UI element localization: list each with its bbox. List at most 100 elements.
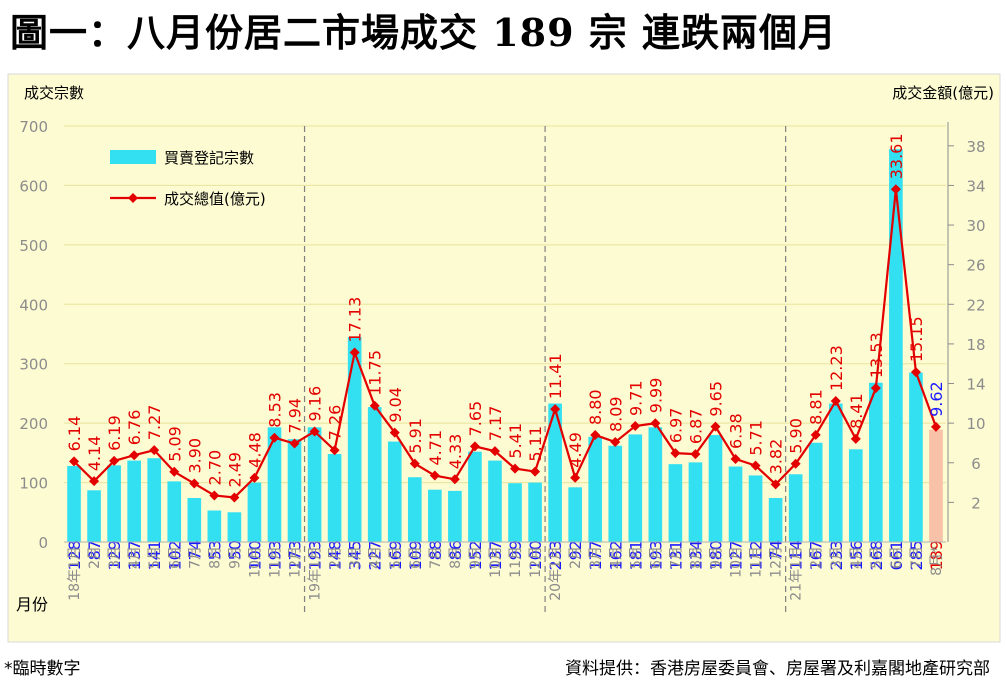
bar [668,464,683,542]
x-tick-label: 11月 [749,546,765,578]
bar-value-label: 181 [626,540,645,571]
line-value-label: 6.38 [727,413,746,449]
x-tick-label: 5月 [388,546,404,569]
line-point [109,455,120,466]
x-tick-label: 11月 [508,546,524,578]
bar-value-label: 50 [225,540,244,560]
bar-value-label: 193 [646,540,665,571]
line-point [610,437,621,448]
line-point [810,429,821,440]
bar [568,487,582,542]
bar [588,436,603,542]
line-point [89,476,100,487]
bar-value-label: 99 [506,540,525,560]
left-tick-label: 100 [19,475,48,493]
bar-value-label: 345 [346,540,365,571]
line-value-label: 33.61 [887,133,906,179]
line-value-label: 7.65 [466,401,485,437]
line-value-label: 5.41 [506,423,525,459]
line-value-label: 3.90 [185,438,204,474]
bar-value-label: 102 [165,540,184,571]
bar [748,475,763,542]
bar [247,482,262,542]
x-tick-label: 9月 [227,546,243,569]
line-point [690,449,701,460]
line-value-label: 4.71 [426,430,445,466]
line-value-label: 7.26 [326,405,345,441]
x-tick-label: 9月 [468,546,484,569]
x-tick-label: 7月 [668,546,684,569]
x-axis-title: 月份 [16,595,48,614]
bar [468,451,482,542]
right-tick-label: 14 [966,376,985,394]
line-point [870,383,881,394]
line-value-label: 5.11 [526,426,545,462]
line-point [389,427,400,438]
x-tick-label: 12月 [288,546,304,578]
line-value-label: 6.97 [666,408,685,444]
x-tick-label: 9月 [708,546,724,569]
line-point [269,432,280,443]
line-value-label: 7.17 [486,406,505,442]
right-tick-label: 38 [966,138,985,156]
bar [127,460,141,542]
x-tick-label: 4月 [849,546,865,569]
line-point [830,396,841,407]
bar-value-label: 100 [245,540,264,571]
line-value-label: 4.33 [446,434,465,470]
bar-value-label: 74 [185,540,204,560]
line-point [530,466,541,477]
right-tick-label: 34 [966,177,985,195]
bar [87,490,101,542]
left-tick-label: 600 [19,177,48,195]
bar-value-label: 87 [85,540,104,560]
provisional-footnote: *臨時數字 [4,659,81,679]
line-point [429,470,440,481]
line-point [249,472,260,483]
bar [387,441,402,542]
line-value-label: 9.62 [927,381,946,417]
bar-value-label: 53 [205,540,224,560]
bar [889,149,903,543]
bar-value-label: 112 [747,540,766,571]
bar [929,429,943,542]
bar [147,458,162,542]
bar-value-label: 152 [466,540,485,571]
right-tick-label: 10 [966,415,985,433]
bar-value-label: 193 [265,540,284,571]
bar [688,462,703,542]
legend-bar-swatch [110,150,156,164]
line-point [69,456,80,467]
bar [828,403,843,542]
legend-bar-label: 買賣登記宗數 [164,149,254,167]
x-tick-label: 2月 [87,546,103,569]
bar-value-label: 127 [727,540,746,571]
bar-value-label: 177 [586,540,605,571]
line-value-label: 2.70 [205,450,224,486]
x-tick-label: 12月 [769,546,785,578]
line-value-label: 2.49 [225,452,244,488]
bar-value-label: 141 [145,540,164,571]
line-value-label: 6.14 [65,416,84,452]
line-value-label: 8.53 [265,392,284,428]
line-value-label: 11.75 [366,350,385,396]
bar [227,512,242,542]
x-tick-label: 12月 [528,546,544,578]
line-value-label: 8.81 [807,389,826,425]
bar [407,477,422,542]
line-point [289,438,300,449]
x-tick-label: 8月* [929,546,945,576]
x-tick-label: 10月 [488,546,504,578]
line-point [489,446,500,457]
line-value-label: 6.87 [686,409,705,445]
bar [67,465,81,542]
bar [768,498,783,542]
line-point [449,474,460,485]
left-tick-label: 700 [19,118,48,136]
line-point [469,441,480,452]
line-point [710,421,721,432]
left-tick-label: 300 [19,356,48,374]
line-value-label: 9.04 [386,387,405,423]
bar-value-label: 233 [827,540,846,571]
